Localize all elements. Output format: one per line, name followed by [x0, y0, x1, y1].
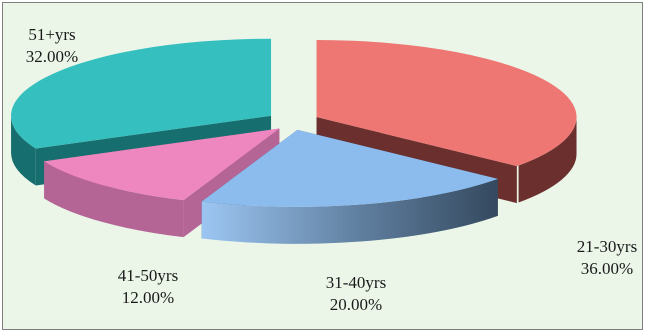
slice-top-41-50yrs — [44, 128, 280, 201]
slice-top-31-40yrs — [201, 129, 498, 207]
slice-side-51-yrs-0 — [11, 115, 36, 186]
slice-side-41-50yrs-0 — [44, 161, 184, 238]
slice-label-21-30: 21-30yrs — [577, 237, 637, 256]
slice-side-21-30yrs-0 — [518, 117, 577, 203]
slice-label-51plus: 51+yrs — [28, 25, 75, 44]
slice-label-31-40: 31-40yrs — [326, 273, 386, 292]
slice-value-51plus: 32.00% — [26, 47, 78, 66]
slice-label-41-50: 41-50yrs — [118, 266, 178, 285]
slice-value-21-30: 36.00% — [581, 259, 633, 278]
slice-top-21-30yrs — [316, 40, 577, 167]
slice-top-51-yrs — [11, 38, 272, 149]
slice-value-41-50: 12.00% — [122, 288, 174, 307]
slice-side-31-40yrs-0 — [201, 178, 498, 244]
slice-value-31-40: 20.00% — [330, 295, 382, 314]
